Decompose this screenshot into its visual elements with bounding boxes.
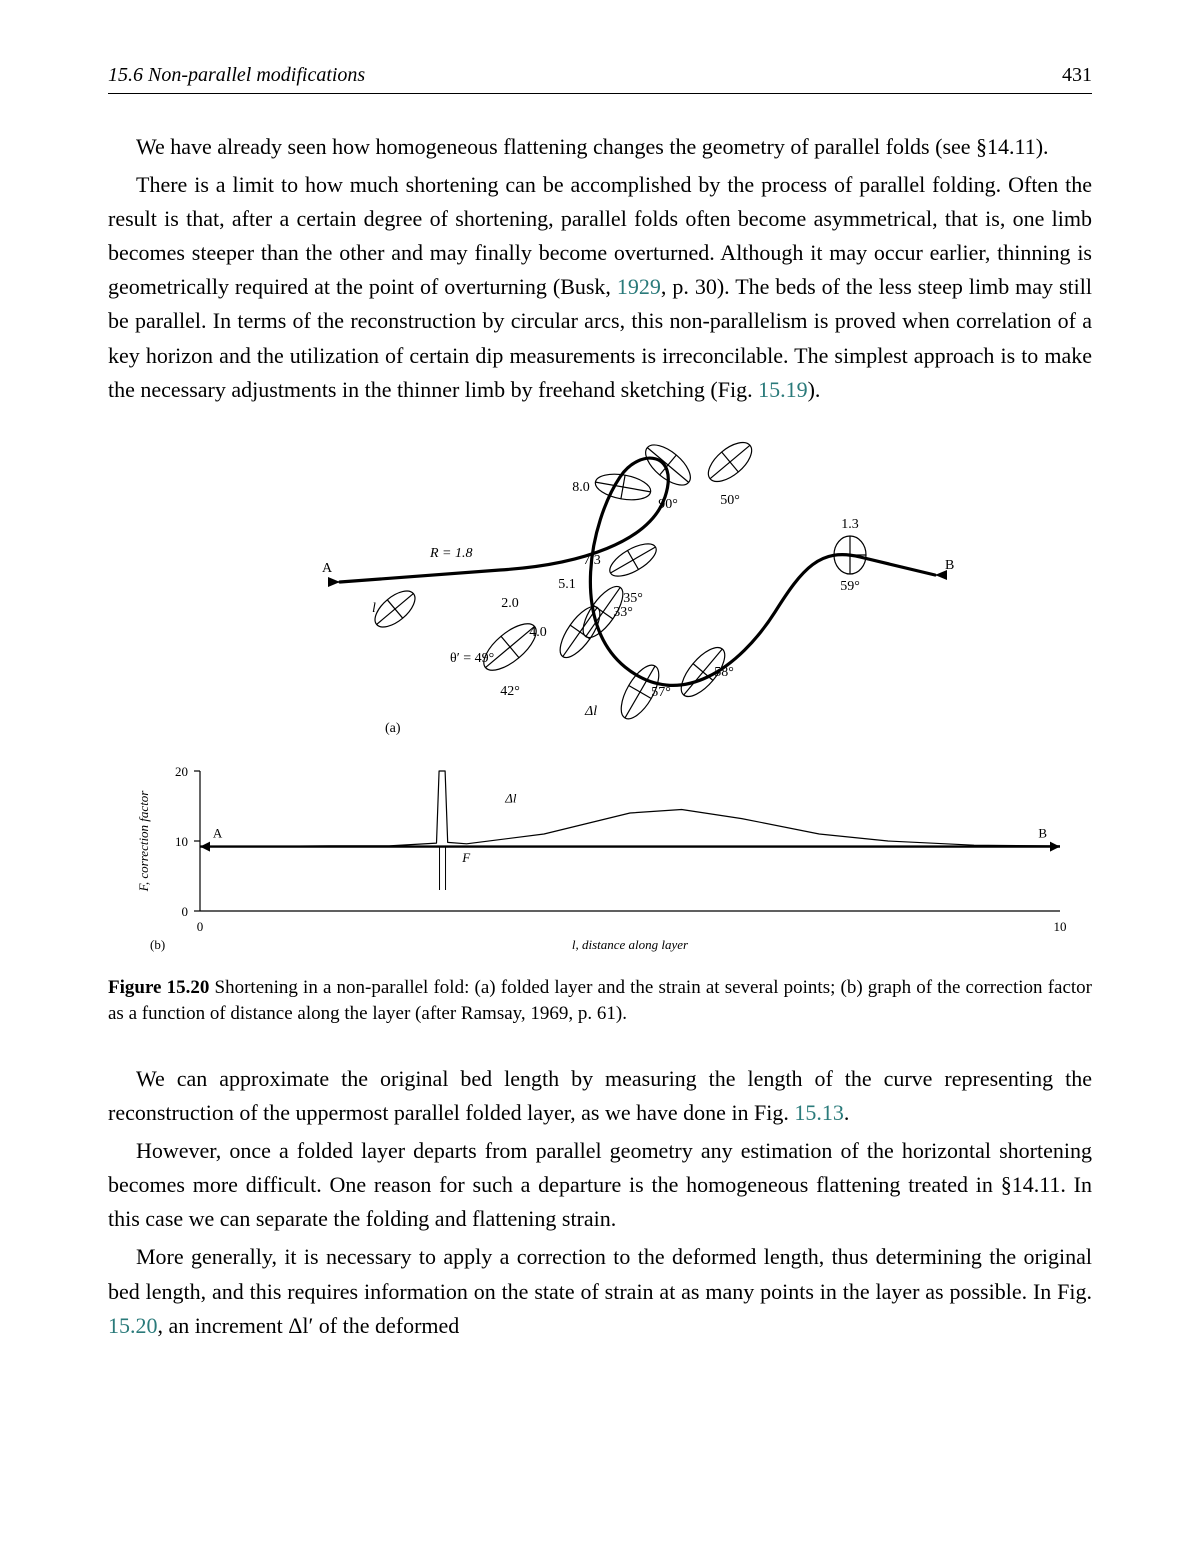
paragraph-1: We have already seen how homogeneous fla… (108, 130, 1092, 164)
svg-text:59°: 59° (840, 579, 860, 594)
ref-link-1929[interactable]: 1929 (617, 274, 661, 299)
svg-text:0: 0 (197, 919, 204, 934)
para5-text-a: More generally, it is necessary to apply… (108, 1244, 1092, 1303)
svg-text:57°: 57° (651, 685, 671, 700)
svg-text:10: 10 (175, 834, 188, 849)
para3-text-b: . (844, 1100, 850, 1125)
caption-bold: Figure 15.20 (108, 977, 209, 998)
paragraph-2: There is a limit to how much shortening … (108, 168, 1092, 407)
svg-text:10: 10 (1054, 919, 1067, 934)
svg-text:90°: 90° (658, 497, 678, 512)
svg-text:B: B (945, 558, 954, 573)
svg-text:8.0: 8.0 (572, 480, 590, 495)
svg-text:2.0: 2.0 (501, 596, 519, 611)
page: 15.6 Non-parallel modifications 431 We h… (0, 0, 1200, 1563)
svg-text:θ′ = 49°: θ′ = 49° (450, 651, 494, 666)
svg-text:l: l (372, 601, 376, 616)
para4-text: However, once a folded layer departs fro… (108, 1138, 1092, 1231)
fig-link-15-20[interactable]: 15.20 (108, 1313, 158, 1338)
svg-text:58°: 58° (714, 665, 734, 680)
caption-rest: Shortening in a non-parallel fold: (a) f… (108, 977, 1092, 1025)
paragraph-3: We can approximate the original bed leng… (108, 1062, 1092, 1130)
para5-text-b: , an increment Δl′ of the deformed (158, 1313, 460, 1338)
svg-text:5.1: 5.1 (558, 577, 576, 592)
svg-text:20: 20 (175, 764, 188, 779)
svg-text:B: B (1038, 825, 1047, 840)
fold-diagram-svg: AB2.042°4.05.133°7.335°8.02.090°1.850°57… (220, 437, 980, 747)
svg-text:R = 1.8: R = 1.8 (429, 546, 473, 561)
svg-text:50°: 50° (720, 493, 740, 508)
paragraph-5: More generally, it is necessary to apply… (108, 1240, 1092, 1342)
figure-15-20-a: AB2.042°4.05.133°7.335°8.02.090°1.850°57… (108, 437, 1092, 747)
figure-caption: Figure 15.20 Shortening in a non-paralle… (108, 975, 1092, 1028)
svg-text:4.0: 4.0 (529, 625, 547, 640)
correction-factor-chart-svg: 0 10 20 0 10 F, correction factor l, distance … (120, 761, 1080, 961)
paragraph-4: However, once a folded layer departs fro… (108, 1134, 1092, 1236)
fig-link-15-13[interactable]: 15.13 (794, 1100, 844, 1125)
svg-text:F: F (461, 850, 471, 865)
para1-text: We have already seen how homogeneous fla… (136, 134, 1049, 159)
svg-text:(b): (b) (150, 937, 165, 952)
svg-text:l, distance along layer: l, distance along layer (572, 937, 689, 952)
svg-text:Δl: Δl (504, 790, 517, 805)
fig-link-15-19[interactable]: 15.19 (758, 377, 808, 402)
para3-text-a: We can approximate the original bed leng… (108, 1066, 1092, 1125)
svg-text:42°: 42° (500, 684, 520, 699)
running-head-left: 15.6 Non-parallel modifications (108, 64, 365, 87)
svg-text:35°: 35° (623, 591, 643, 606)
svg-text:7.3: 7.3 (583, 553, 601, 568)
running-head-right: 431 (1062, 64, 1092, 87)
svg-text:33°: 33° (613, 605, 633, 620)
para2-text-c: ). (808, 377, 821, 402)
svg-text:Δl: Δl (584, 704, 597, 719)
svg-text:A: A (213, 825, 223, 840)
svg-text:F, correction factor: F, correction factor (136, 789, 151, 892)
svg-text:(a): (a) (385, 721, 401, 736)
svg-text:A: A (322, 561, 333, 576)
figure-15-20-b: 0 10 20 0 10 F, correction factor l, distance … (108, 761, 1092, 961)
svg-text:1.3: 1.3 (841, 517, 859, 532)
running-head: 15.6 Non-parallel modifications 431 (108, 64, 1092, 94)
svg-text:0: 0 (182, 904, 189, 919)
